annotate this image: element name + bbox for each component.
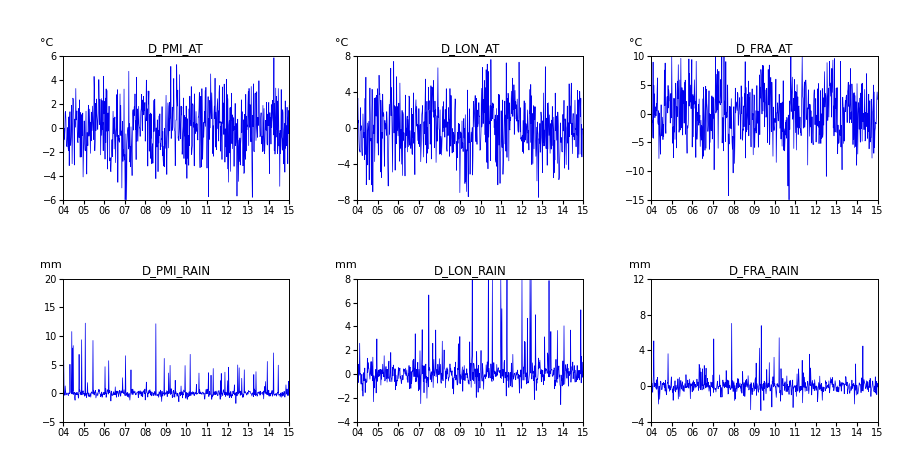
Text: mm: mm [40, 260, 62, 270]
Title: D_PMI_RAIN: D_PMI_RAIN [141, 265, 211, 278]
Title: D_FRA_RAIN: D_FRA_RAIN [729, 265, 800, 278]
Text: mm: mm [628, 260, 651, 270]
Title: D_FRA_AT: D_FRA_AT [735, 42, 793, 55]
Text: °C: °C [335, 38, 347, 48]
Text: °C: °C [628, 38, 642, 48]
Title: D_PMI_AT: D_PMI_AT [148, 42, 204, 55]
Title: D_LON_AT: D_LON_AT [441, 42, 500, 55]
Text: mm: mm [335, 260, 356, 270]
Title: D_LON_RAIN: D_LON_RAIN [434, 265, 507, 278]
Text: °C: °C [40, 38, 54, 48]
